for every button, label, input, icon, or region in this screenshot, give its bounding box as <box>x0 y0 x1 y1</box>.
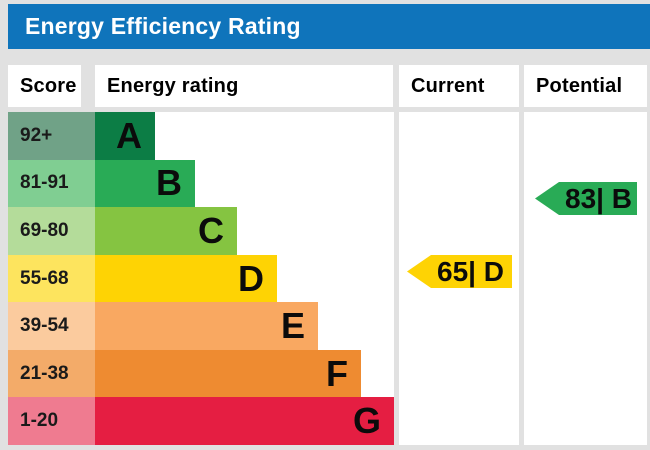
potential-rating-arrow: 83| B <box>535 182 637 215</box>
band-bar-d: D <box>95 254 277 303</box>
header-energy-rating: Energy rating <box>95 65 393 107</box>
band-row-f: 21-38 F <box>8 349 394 398</box>
band-bar-c: C <box>95 207 237 255</box>
band-bar-f: F <box>95 349 361 398</box>
band-bar-b: B <box>95 159 195 208</box>
band-row-a: 92+ A <box>8 112 394 160</box>
current-rating-label: 65| D <box>437 255 504 287</box>
chart-area: 92+ A 81-91 B 69-80 C 55-68 D 39-54 E 21-38 F 1-20 G … <box>0 112 650 446</box>
header-potential: Potential <box>524 65 647 107</box>
potential-rating-label: 83| B <box>565 182 632 214</box>
score-range-c: 69-80 <box>8 207 95 255</box>
band-rows: 92+ A 81-91 B 69-80 C 55-68 D 39-54 E 21-38 F 1-20 G <box>8 112 394 446</box>
band-row-b: 81-91 B <box>8 159 394 208</box>
band-row-g: 1-20 G <box>8 397 394 446</box>
score-range-e: 39-54 <box>8 302 95 350</box>
band-bar-g: G <box>95 397 394 446</box>
band-bar-e: E <box>95 302 318 350</box>
header-current: Current <box>399 65 519 107</box>
page-title: Energy Efficiency Rating <box>25 13 301 39</box>
current-rating-arrow: 65| D <box>407 255 512 288</box>
band-bar-a: A <box>95 112 155 160</box>
band-row-e: 39-54 E <box>8 302 394 350</box>
score-range-g: 1-20 <box>8 397 95 446</box>
score-range-f: 21-38 <box>8 349 95 398</box>
score-range-a: 92+ <box>8 112 95 160</box>
score-range-b: 81-91 <box>8 159 95 208</box>
band-row-d: 55-68 D <box>8 254 394 303</box>
potential-column-background <box>524 112 647 445</box>
header-score: Score <box>8 65 81 107</box>
band-row-c: 69-80 C <box>8 207 394 255</box>
score-range-d: 55-68 <box>8 254 95 303</box>
title-bar: Energy Efficiency Rating <box>8 4 650 49</box>
